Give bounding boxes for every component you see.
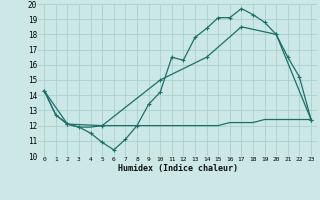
X-axis label: Humidex (Indice chaleur): Humidex (Indice chaleur) — [118, 164, 238, 173]
